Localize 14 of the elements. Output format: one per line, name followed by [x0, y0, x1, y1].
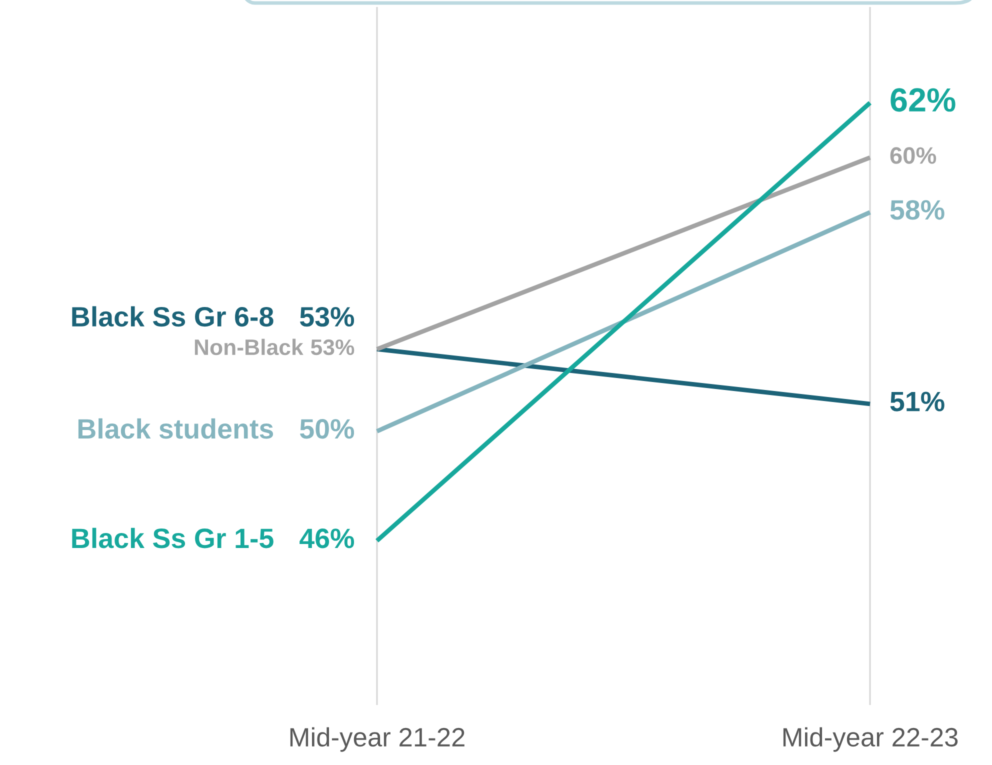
data-label: 53%: [310, 339, 354, 356]
data-label: 53%: [300, 306, 354, 327]
text: Black Ss Gr 1-5: [72, 528, 274, 548]
x-tick-label: Mid-year 21-22: [290, 727, 464, 752]
text: Black Ss Gr 6-8: [72, 306, 274, 327]
text: Non-Black: [194, 338, 304, 356]
data-label: 58%: [890, 200, 944, 220]
data-label: 50%: [300, 419, 354, 439]
data-label: 51%: [890, 392, 944, 412]
data-label: 60%: [890, 147, 936, 164]
data-label: 46%: [300, 528, 354, 548]
data-label: 62%: [890, 88, 956, 112]
text: Black students: [78, 418, 274, 439]
x-tick-label: Mid-year 22-23: [783, 727, 958, 752]
